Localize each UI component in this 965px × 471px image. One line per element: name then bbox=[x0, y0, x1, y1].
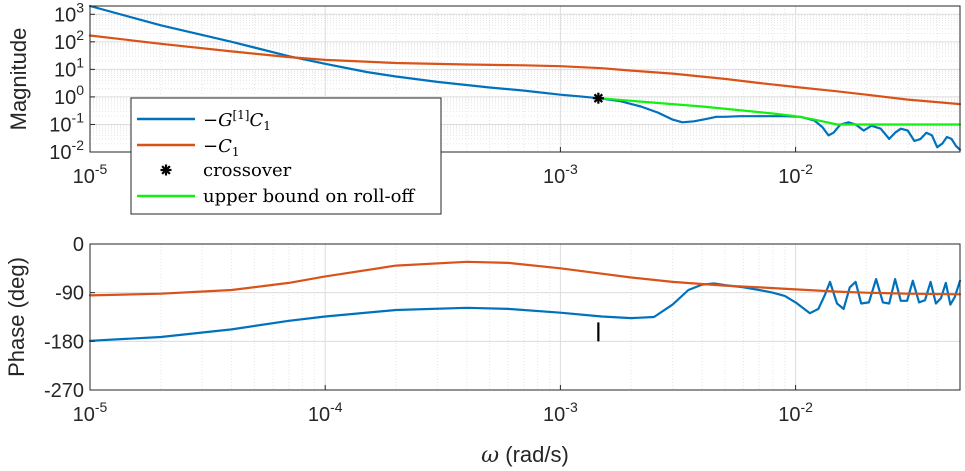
phase-y-tick-label: 0 bbox=[73, 234, 84, 256]
magnitude-x-tick-label: 10-5 bbox=[73, 161, 108, 188]
phase-x-ticks: 10-5 10-4 10-3 10-2 bbox=[73, 385, 813, 426]
magnitude-series-2-line bbox=[597, 97, 962, 126]
magnitude-y-tick-label: 103 bbox=[54, 0, 84, 26]
phase-series-1-line bbox=[88, 260, 962, 297]
phase-lines bbox=[88, 260, 962, 342]
magnitude-y-label: Magnitude bbox=[6, 28, 31, 131]
phase-y-tick-label: -180 bbox=[44, 331, 84, 353]
phase-x-tick-label: 10-4 bbox=[308, 399, 343, 426]
phase-x-tick-label: 10-3 bbox=[543, 399, 578, 426]
magnitude-axes-box bbox=[89, 5, 961, 153]
legend-label-c1: −C1 bbox=[203, 136, 240, 159]
magnitude-lines bbox=[88, 4, 962, 151]
legend-crossover-marker-stroke bbox=[161, 165, 171, 175]
legend-label-g1c1: −G[1]C1 bbox=[203, 108, 271, 133]
legend: −G[1]C1 −C1 crossover upper bound on rol… bbox=[130, 97, 442, 215]
phase-x-tick-label: 10-5 bbox=[73, 399, 108, 426]
legend-label-crossover: crossover bbox=[203, 160, 292, 181]
phase-panel: 0 -90 -180 -270 10-5 10-4 10-3 10-2 Phase (deg… bbox=[4, 234, 962, 468]
phase-plot-area bbox=[90, 244, 960, 390]
magnitude-series-0-line bbox=[88, 4, 962, 151]
magnitude-y-tick-label: 10-1 bbox=[49, 109, 84, 136]
phase-y-tick-label: -90 bbox=[55, 283, 84, 305]
magnitude-x-ticks: 10-5 10-3 10-2 bbox=[73, 147, 813, 188]
phase-y-label: Phase (deg) bbox=[4, 257, 29, 377]
phase-y-tick-label: -270 bbox=[44, 380, 84, 402]
crossover-marker-stroke bbox=[593, 93, 604, 103]
phase-x-label: ω (rad/s) bbox=[481, 442, 569, 468]
phase-series-0-line bbox=[88, 278, 962, 342]
phase-grid bbox=[90, 244, 960, 390]
legend-box bbox=[130, 97, 442, 215]
legend-label-upper-bound: upper bound on roll-off bbox=[203, 186, 415, 207]
legend-crossover-marker bbox=[160, 164, 172, 176]
phase-axes-box bbox=[89, 243, 961, 391]
magnitude-y-tick-label: 102 bbox=[54, 27, 84, 54]
magnitude-y-tick-label: 10-2 bbox=[49, 137, 84, 164]
phase-x-tick-label: 10-2 bbox=[778, 399, 813, 426]
magnitude-series-1-line bbox=[88, 34, 962, 106]
magnitude-x-tick-label: 10-2 bbox=[778, 161, 813, 188]
phase-y-ticks: 0 -90 -180 -270 bbox=[44, 234, 95, 402]
crossover-marker bbox=[592, 92, 604, 104]
magnitude-y-tick-label: 101 bbox=[54, 54, 84, 81]
magnitude-x-tick-label: 10-3 bbox=[543, 161, 578, 188]
magnitude-y-tick-label: 100 bbox=[54, 82, 84, 109]
